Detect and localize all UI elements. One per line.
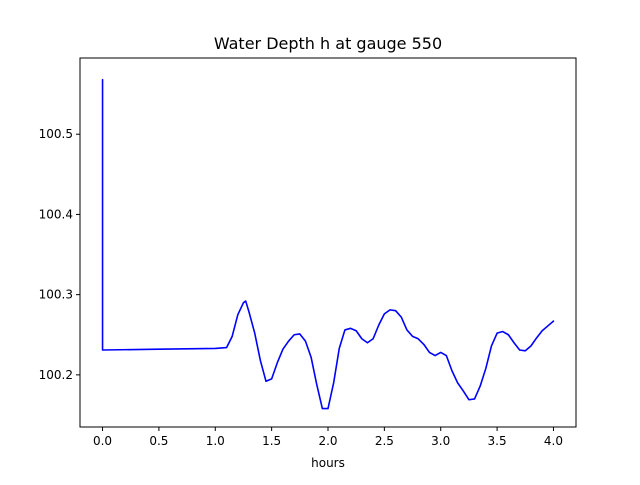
y-tick-label: 100.2 [39, 368, 73, 382]
x-axis-ticks: 0.0 0.5 1.0 1.5 2.0 2.5 3.0 3.5 4.0 [93, 427, 563, 448]
y-tick-label: 100.4 [39, 207, 73, 221]
x-tick-label: 0.5 [149, 434, 168, 448]
x-tick-label: 1.5 [262, 434, 281, 448]
x-tick-label: 2.5 [375, 434, 394, 448]
x-tick-label: 2.0 [318, 434, 337, 448]
plot-series [101, 78, 555, 410]
x-tick-label: 3.0 [431, 434, 450, 448]
y-axis-ticks: 100.2 100.3 100.4 100.5 [39, 127, 80, 382]
y-tick-label: 100.5 [39, 127, 73, 141]
x-axis-label: hours [311, 456, 345, 470]
x-tick-label: 4.0 [544, 434, 563, 448]
x-tick-label: 1.0 [206, 434, 225, 448]
series-line [101, 78, 555, 410]
y-tick-label: 100.3 [39, 288, 73, 302]
plot-frame [79, 57, 577, 428]
x-tick-label: 3.5 [488, 434, 507, 448]
chart-title: Water Depth h at gauge 550 [214, 34, 442, 53]
x-tick-label: 0.0 [93, 434, 112, 448]
